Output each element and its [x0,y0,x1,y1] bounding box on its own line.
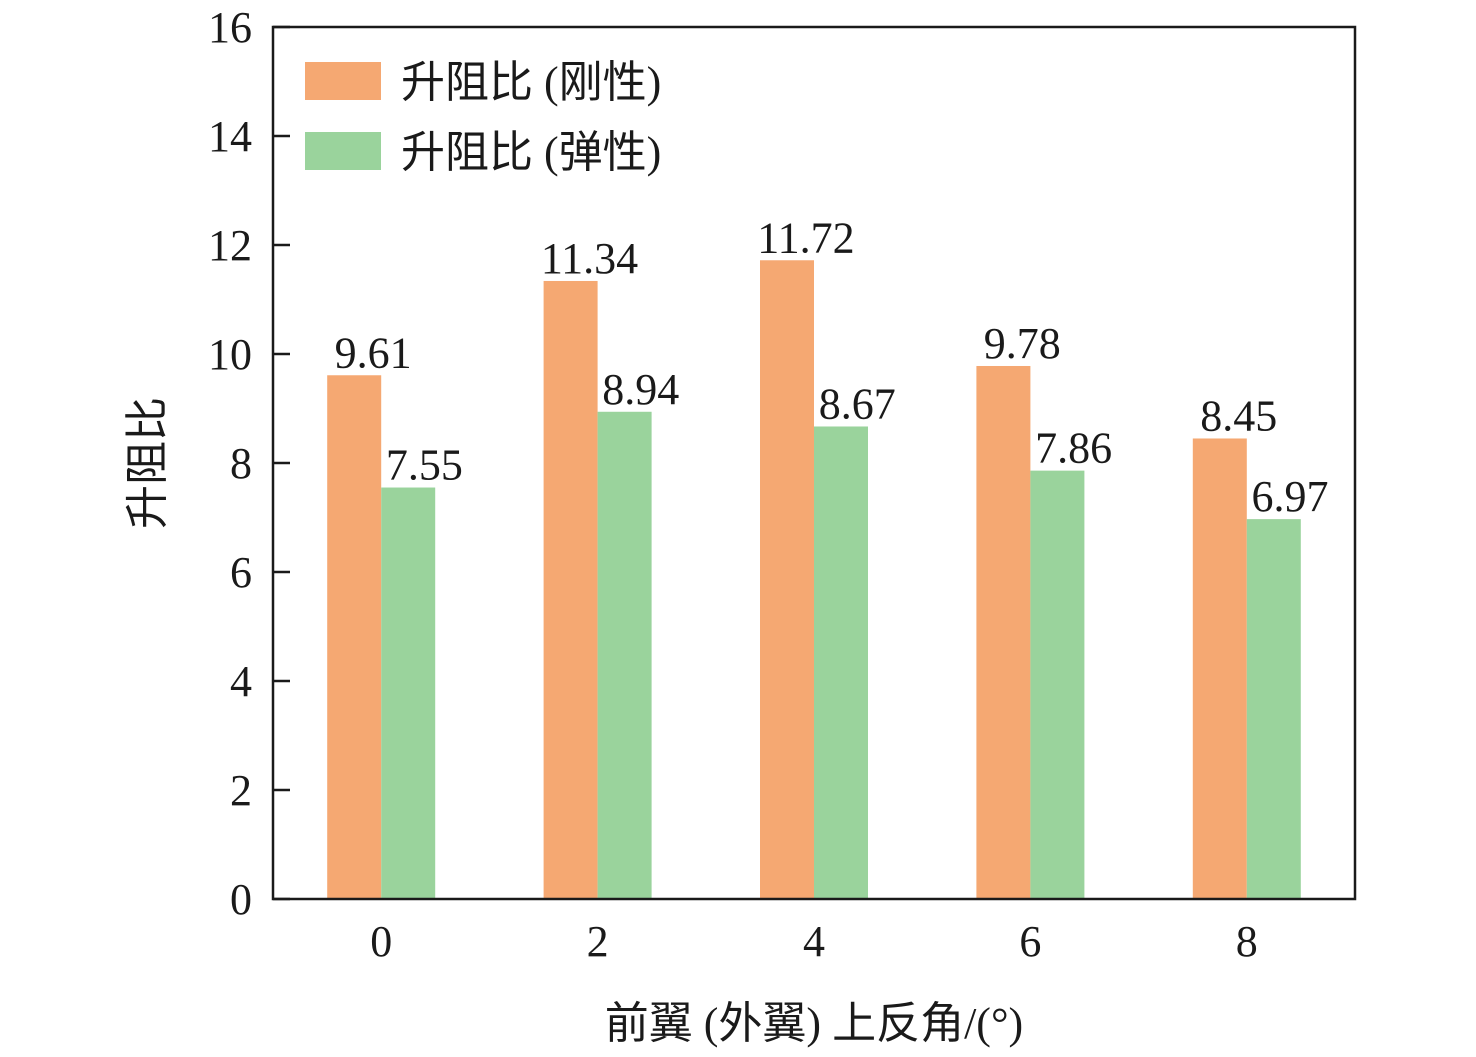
x-tick-label: 2 [587,917,609,966]
y-axis-title: 升阻比 [123,397,172,529]
x-axis-title: 前翼 (外翼) 上反角/(°) [605,999,1023,1048]
bar-rigid [327,375,382,899]
data-label-rigid: 8.45 [1200,391,1277,440]
y-tick-label: 4 [230,657,252,706]
y-tick-label: 2 [230,766,252,815]
y-tick-label: 6 [230,548,252,597]
x-tick-label: 0 [370,917,392,966]
data-labels: 9.61 7.55 11.34 8.94 11.72 8.67 9.78 7.86 8.45 6.… [335,213,1329,521]
data-label-elastic: 8.94 [602,365,679,414]
bar-elastic [1246,519,1301,899]
bars-layer [327,260,1301,900]
y-tick-label: 12 [208,221,252,270]
x-axis: 0 2 4 6 8 [370,917,1258,966]
y-tick-label: 10 [208,330,252,379]
y-tick-label: 8 [230,439,252,488]
x-tick-label: 6 [1019,917,1041,966]
data-label-rigid: 9.61 [335,328,412,377]
y-tick-label: 16 [208,3,252,52]
data-label-elastic: 8.67 [819,379,896,428]
x-tick-label: 4 [803,917,825,966]
y-axis: 0 2 4 6 8 10 12 14 16 [208,3,290,924]
legend: 升阻比 (刚性) 升阻比 (弹性) [305,58,661,177]
bar-elastic [1030,470,1085,899]
bar-rigid [976,365,1031,899]
legend-swatch-rigid [305,62,381,100]
data-label-elastic: 6.97 [1252,472,1329,521]
bar-rigid [760,260,814,899]
data-label-rigid: 11.72 [757,213,854,262]
data-label-rigid: 11.34 [541,234,638,283]
bar-elastic [381,487,436,899]
bar-elastic [814,426,868,899]
legend-label-rigid: 升阻比 (刚性) [401,58,661,107]
y-tick-label: 0 [230,875,252,924]
legend-swatch-elastic [305,132,381,170]
x-tick-label: 8 [1236,917,1258,966]
data-label-rigid: 9.78 [984,319,1061,368]
legend-label-elastic: 升阻比 (弹性) [401,128,661,177]
y-tick-label: 14 [208,112,252,161]
data-label-elastic: 7.86 [1035,424,1112,473]
bar-elastic [597,411,652,899]
data-label-elastic: 7.55 [386,441,463,490]
bar-rigid [1192,438,1247,899]
bar-rigid [543,280,598,900]
